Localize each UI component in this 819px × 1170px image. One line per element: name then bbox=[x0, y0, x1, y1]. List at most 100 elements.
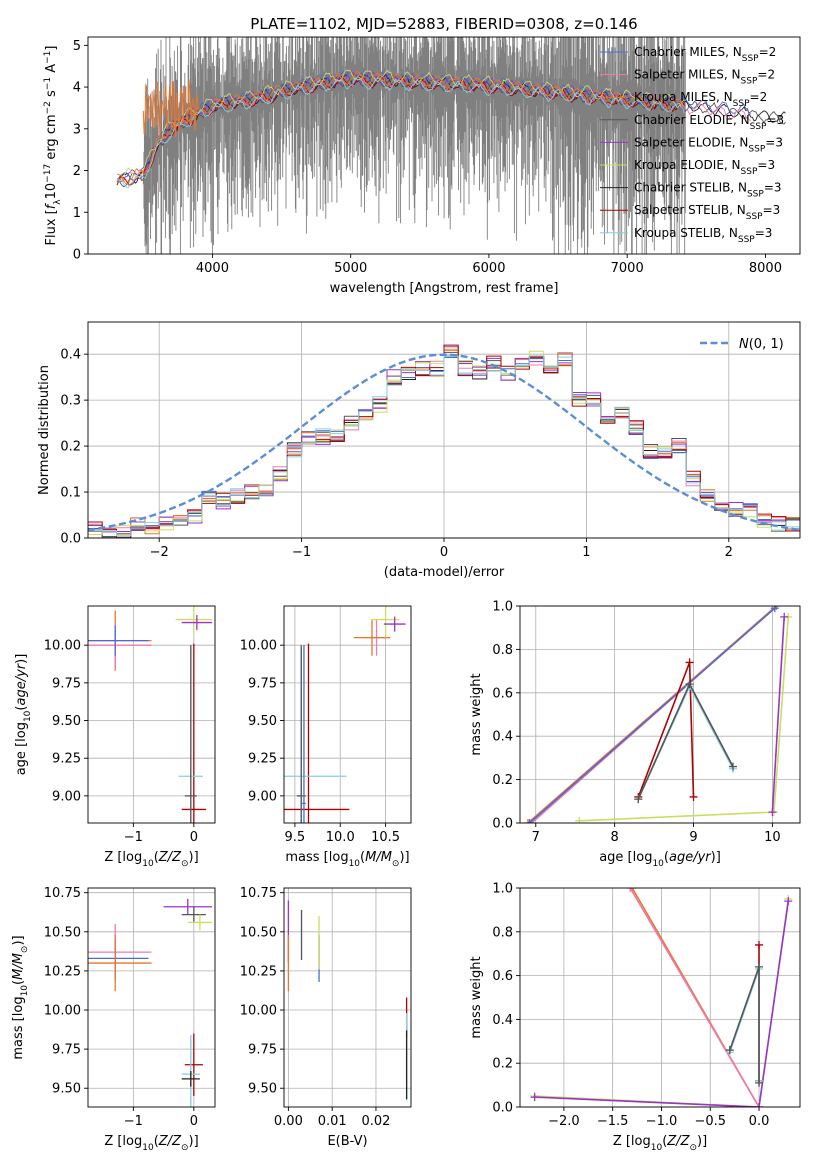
y-tick-label: 0.1 bbox=[60, 486, 81, 501]
x-axis-label: E(B-V) bbox=[327, 1134, 367, 1149]
x-tick-label: 0.00 bbox=[274, 1114, 303, 1129]
label-part: age/yr bbox=[669, 850, 712, 865]
y-axis-label: Flux [fλ10−17 erg cm−2 s−1 A−1] bbox=[43, 46, 63, 246]
label-part: ( bbox=[14, 706, 29, 711]
mass_vs_ebv-panel: 0.00 0.01 0.02 9.50 9.75 10.00 10.25 10.50 10.75… bbox=[240, 886, 412, 1149]
gaussian-curve bbox=[88, 353, 800, 532]
y-tick-label: 10.50 bbox=[240, 925, 277, 940]
weight-marker bbox=[530, 1093, 539, 1102]
y-tick-label: 9.75 bbox=[52, 676, 81, 691]
errorbar-point bbox=[184, 645, 197, 823]
label-part: )] bbox=[189, 850, 199, 865]
spectrum-panel: 4000 5000 6000 7000 8000 0 1 2 3 4 5 Chabrier MILES… bbox=[43, 36, 801, 296]
label-part: SSP bbox=[748, 144, 765, 154]
error-band bbox=[142, 37, 686, 254]
label-part: SSP bbox=[741, 77, 758, 87]
y-tick-label: 9.50 bbox=[52, 714, 81, 729]
y-tick-label: 1 bbox=[73, 206, 81, 221]
label-part: ( bbox=[154, 1134, 159, 1149]
label-part: =3 bbox=[757, 158, 775, 172]
label-part: Salpeter ELODIE, N bbox=[634, 135, 748, 149]
x-axis-label: Z [log10(Z/Z⊙)] bbox=[613, 1134, 707, 1153]
x-tick-label: 6000 bbox=[472, 261, 505, 276]
errorbar-point bbox=[181, 643, 206, 823]
label-part: SSP bbox=[733, 99, 750, 109]
label-part: Chabrier ELODIE, N bbox=[634, 113, 750, 127]
y-tick-label: 10.00 bbox=[44, 1004, 81, 1019]
y-tick-label: 9.50 bbox=[248, 714, 277, 729]
weight-marker bbox=[523, 819, 532, 823]
errorbar-point bbox=[181, 1071, 200, 1087]
x-tick-label: −1 bbox=[124, 830, 143, 845]
weight-marker bbox=[780, 612, 789, 621]
x-tick-label: 4000 bbox=[196, 261, 229, 276]
label-part: )] bbox=[189, 1134, 199, 1149]
x-tick-label: 8000 bbox=[749, 261, 782, 276]
weight-marker bbox=[525, 819, 534, 823]
y-tick-label: 0.8 bbox=[492, 925, 513, 940]
axes-frame bbox=[519, 605, 801, 824]
x-tick-label: 5000 bbox=[334, 261, 367, 276]
series-5-weights bbox=[579, 616, 789, 822]
y-tick-label: 9.75 bbox=[52, 1043, 81, 1058]
label-part: ( bbox=[664, 850, 669, 865]
axes-frame bbox=[283, 605, 412, 824]
y-tick-label: 5 bbox=[73, 39, 81, 54]
age_vs_mass-grid bbox=[284, 606, 411, 823]
label-part: ( bbox=[662, 1134, 667, 1149]
y-tick-label: 9.00 bbox=[52, 789, 81, 804]
series-2-spectrum bbox=[116, 70, 685, 185]
x-tick-label: −2 bbox=[150, 545, 169, 560]
weight-marker bbox=[728, 762, 737, 771]
mass_vs_ebv-plot-area bbox=[287, 900, 408, 1101]
label-part: ] bbox=[44, 46, 59, 51]
label-part: SSP bbox=[746, 212, 763, 222]
y-tick-label: 0.4 bbox=[492, 1013, 513, 1028]
label-part: −2 bbox=[43, 101, 53, 114]
x-axis-label: wavelength [Angstrom, rest frame] bbox=[330, 281, 559, 296]
legend-entry: Kroupa ELODIE, NSSP=3 bbox=[634, 158, 775, 177]
age_vs_mass-panel: 9.5 10.0 10.5 9.00 9.25 9.50 9.75 10.00 mass [lo… bbox=[240, 605, 412, 869]
weight_vs_age-grid bbox=[520, 605, 800, 824]
x-tick-label: 1 bbox=[582, 545, 590, 560]
weight-marker bbox=[768, 808, 777, 817]
x-tick-label: 0 bbox=[440, 545, 448, 560]
x-tick-label: −1 bbox=[292, 545, 311, 560]
y-tick-label: 1.0 bbox=[492, 600, 513, 615]
series-2-blue-end bbox=[142, 79, 199, 139]
label-part: ⊙ bbox=[20, 946, 30, 954]
y-tick-label: 10.75 bbox=[240, 886, 277, 901]
series-4-spectrum bbox=[116, 70, 685, 183]
series-7-spectrum bbox=[116, 75, 685, 186]
mass_vs_ebv-grid bbox=[284, 888, 411, 1107]
x-axis-label: Z [log10(Z/Z⊙)] bbox=[104, 850, 198, 869]
label-part: f bbox=[44, 202, 59, 209]
legend-entry: Kroupa MILES, NSSP=2 bbox=[634, 90, 767, 109]
y-tick-label: 0.6 bbox=[492, 686, 513, 701]
errorbar-point bbox=[353, 619, 391, 656]
x-tick-label: 10 bbox=[764, 830, 781, 845]
y-tick-label: 10.00 bbox=[240, 639, 277, 654]
weight-marker bbox=[689, 792, 698, 801]
label-part: wavelength [Angstrom, rest frame] bbox=[330, 281, 559, 296]
errorbar-point bbox=[181, 906, 206, 923]
label-part: age/yr bbox=[14, 662, 29, 705]
weight-marker bbox=[755, 1078, 764, 1087]
series-0-weights bbox=[528, 607, 776, 823]
spectrum-plot-area bbox=[116, 37, 786, 254]
series-8-spectrum bbox=[116, 76, 685, 189]
x-tick-label: 7000 bbox=[611, 261, 644, 276]
label-part: s bbox=[44, 90, 59, 101]
label-part: =3 bbox=[755, 226, 773, 240]
y-tick-label: 4 bbox=[73, 81, 81, 96]
legend-entry: Salpeter STELIB, NSSP=3 bbox=[634, 203, 780, 222]
y-tick-label: 9.75 bbox=[248, 1043, 277, 1058]
x-tick-label: −2.0 bbox=[548, 1114, 580, 1129]
label-part: )] bbox=[11, 935, 26, 945]
label-part: ⊙ bbox=[689, 1143, 697, 1153]
label-part: ⊙ bbox=[392, 859, 400, 869]
x-tick-label: 2 bbox=[725, 545, 733, 560]
label-part: 10 bbox=[349, 859, 361, 869]
label-part: =2 bbox=[750, 90, 768, 104]
